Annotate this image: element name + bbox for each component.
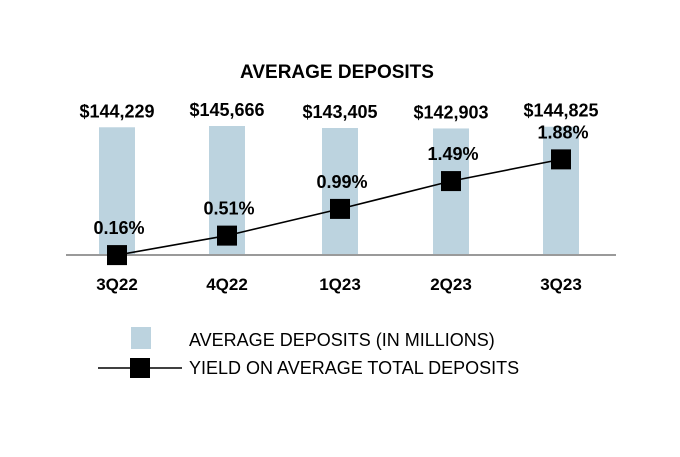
bar-value-labels: $144,229 $145,666 $143,405 $142,903 $144,825: [79, 100, 598, 122]
yield-label-1Q23: 0.99%: [316, 172, 367, 192]
bar-value-label-3Q22: $144,229: [79, 101, 154, 121]
category-label-2Q23: 2Q23: [430, 275, 472, 294]
yield-label-4Q22: 0.51%: [203, 199, 254, 219]
bar-value-label-3Q23: $144,825: [523, 101, 598, 121]
legend-line-marker: [130, 358, 150, 378]
category-label-1Q23: 1Q23: [319, 275, 361, 294]
yield-marker-2Q23: [441, 171, 461, 192]
bar-2Q23: [433, 128, 469, 255]
yield-label-2Q23: 1.49%: [427, 144, 478, 164]
bar-value-label-4Q22: $145,666: [189, 100, 264, 120]
bar-3Q23: [543, 126, 579, 255]
bar-1Q23: [322, 128, 358, 255]
yield-label-3Q23: 1.88%: [537, 122, 588, 142]
chart-title: AVERAGE DEPOSITS: [240, 62, 434, 83]
bar-value-label-2Q23: $142,903: [413, 102, 488, 122]
bar-3Q22: [99, 127, 135, 255]
yield-marker-3Q23: [551, 149, 571, 170]
legend-bar-swatch: [131, 327, 151, 349]
yield-marker-1Q23: [330, 198, 350, 219]
category-labels: 3Q22 4Q22 1Q23 2Q23 3Q23: [96, 275, 582, 294]
category-label-3Q22: 3Q22: [96, 275, 138, 294]
yield-marker-3Q22: [107, 245, 127, 266]
yield-series: 0.16% 0.51% 0.99% 1.49% 1.88%: [93, 122, 589, 266]
bar-value-label-1Q23: $143,405: [302, 102, 377, 122]
bar-series: [99, 126, 579, 255]
category-label-4Q22: 4Q22: [206, 275, 248, 294]
category-label-3Q23: 3Q23: [540, 275, 582, 294]
legend: AVERAGE DEPOSITS (IN MILLIONS) YIELD ON …: [98, 327, 519, 378]
yield-marker-4Q22: [217, 225, 237, 246]
legend-bar-label: AVERAGE DEPOSITS (IN MILLIONS): [189, 330, 495, 350]
yield-label-3Q22: 0.16%: [93, 218, 144, 238]
legend-line-label: YIELD ON AVERAGE TOTAL DEPOSITS: [189, 358, 519, 378]
